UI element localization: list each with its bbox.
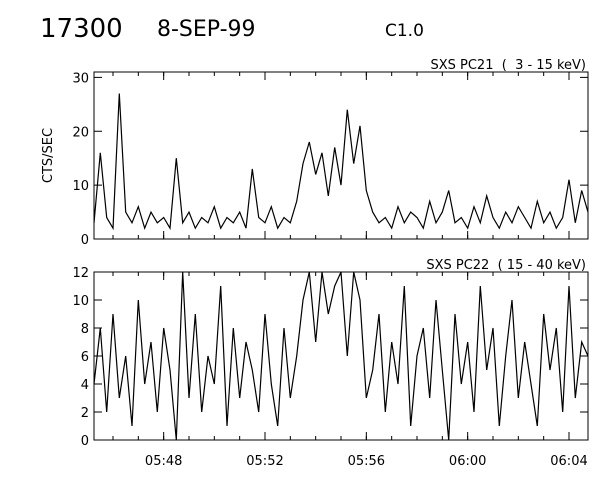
y-tick-label: 30 xyxy=(72,71,89,86)
y-tick-label: 20 xyxy=(72,125,89,140)
series-line-1 xyxy=(93,93,589,231)
x-tick-label: 06:04 xyxy=(550,454,587,469)
y-tick-label: 0 xyxy=(81,233,89,248)
y-tick-label: 8 xyxy=(81,322,89,337)
x-tick-label: 05:56 xyxy=(348,454,385,469)
y-tick-label: 6 xyxy=(81,350,89,365)
y-tick-label: 0 xyxy=(81,434,89,449)
x-tick-label: 05:48 xyxy=(145,454,182,469)
plot-frame-1 xyxy=(93,71,589,240)
y-tick-label: 10 xyxy=(72,179,89,194)
y-tick-label: 4 xyxy=(81,378,89,393)
y-tick-label: 10 xyxy=(72,294,89,309)
panel-title-1: SXS PC21 ( 3 - 15 keV) xyxy=(430,58,586,73)
goes-class: C1.0 xyxy=(385,21,424,41)
y-tick-label: 12 xyxy=(72,266,89,281)
series-line-2 xyxy=(93,271,589,441)
panel-title-2: SXS PC22 ( 15 - 40 keV) xyxy=(426,258,586,273)
event-id: 17300 xyxy=(40,14,123,44)
y-tick-label: 2 xyxy=(81,406,89,421)
x-tick-label: 05:52 xyxy=(246,454,283,469)
x-tick-label: 06:00 xyxy=(449,454,486,469)
event-date: 8-SEP-99 xyxy=(157,17,256,42)
y-axis-label: CTS/SEC xyxy=(41,128,56,183)
